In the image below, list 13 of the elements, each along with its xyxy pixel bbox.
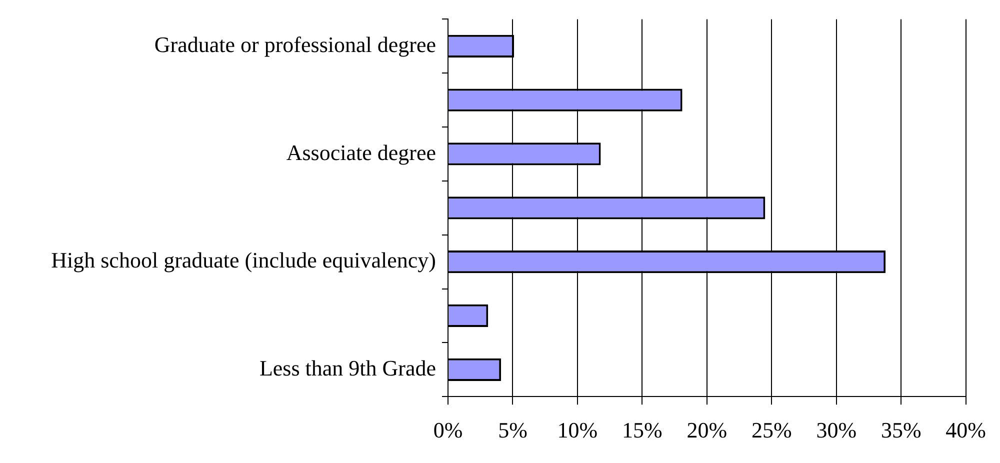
y-tick-label: High school graduate (include equivalency) xyxy=(51,248,436,273)
x-tick-label: 15% xyxy=(622,418,662,443)
x-tick-label: 35% xyxy=(880,418,922,443)
y-tick-label: Less than 9th Grade xyxy=(259,355,436,380)
x-tick-label: 10% xyxy=(557,418,598,443)
x-tick-label: 0% xyxy=(433,418,463,443)
x-tick-label: 30% xyxy=(816,418,857,443)
y-tick-label: Graduate or professional degree xyxy=(154,32,436,57)
x-tick-label: 25% xyxy=(751,418,792,443)
x-tick-label: 5% xyxy=(498,418,528,443)
y-tick-label: Associate degree xyxy=(286,140,436,165)
x-tick-label: 40% xyxy=(946,418,986,443)
x-tick-label: 20% xyxy=(686,418,728,443)
